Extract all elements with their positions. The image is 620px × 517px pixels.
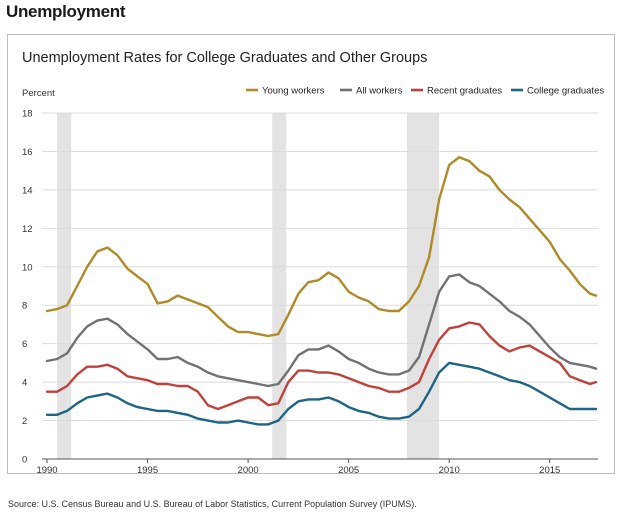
- legend-label-all-workers: All workers: [356, 86, 403, 97]
- y-tick-label-4: 4: [22, 378, 27, 389]
- x-tick-label-1990: 1990: [36, 465, 57, 476]
- y-tick-label-18: 18: [22, 109, 33, 120]
- x-tick-label-2000: 2000: [238, 465, 259, 476]
- chart-title: Unemployment Rates for College Graduates…: [22, 50, 428, 66]
- y-tick-label-16: 16: [22, 147, 33, 158]
- x-axis: [42, 458, 598, 463]
- chart-frame: [7, 34, 615, 474]
- series-line-all-workers: [45, 273, 598, 388]
- x-tick-label-2005: 2005: [338, 465, 359, 476]
- recession-shading: [57, 113, 440, 459]
- source-note: Source: U.S. Census Bureau and U.S. Bure…: [8, 499, 417, 509]
- y-tick-label-0: 0: [22, 455, 27, 466]
- recession-band-3: [406, 113, 440, 459]
- y-tick-label-10: 10: [22, 262, 33, 273]
- series-lines: [45, 156, 598, 426]
- legend-label-young-workers: Young workers: [262, 86, 325, 97]
- y-tick-label-6: 6: [22, 339, 27, 350]
- legend-label-recent-graduates: Recent graduates: [427, 86, 502, 97]
- y-tick-label-14: 14: [22, 185, 33, 196]
- series-line-young-workers: [45, 156, 598, 338]
- y-tick-label-2: 2: [22, 416, 27, 427]
- legend: Young workers All workers Recent graduates…: [246, 86, 604, 97]
- series-line-recent-graduates: [45, 321, 598, 411]
- y-tick-label-12: 12: [22, 224, 33, 235]
- legend-label-college-graduates: College graduates: [527, 86, 604, 97]
- series-line-college-graduates: [45, 361, 598, 426]
- x-tick-label-1995: 1995: [137, 465, 158, 476]
- gridlines: [42, 112, 598, 422]
- y-axis-label: Percent: [22, 88, 55, 99]
- x-tick-labels: 1990 1995 2000 2005 2010 2015: [36, 465, 560, 476]
- recession-band-1: [57, 113, 72, 459]
- x-tick-label-2015: 2015: [539, 465, 560, 476]
- page-heading: Unemployment: [6, 2, 126, 21]
- y-tick-label-8: 8: [22, 301, 27, 312]
- x-tick-label-2010: 2010: [439, 465, 460, 476]
- y-tick-labels: 0 2 4 6 8 10 12 14 16 18: [22, 109, 33, 466]
- recession-band-2: [272, 113, 287, 459]
